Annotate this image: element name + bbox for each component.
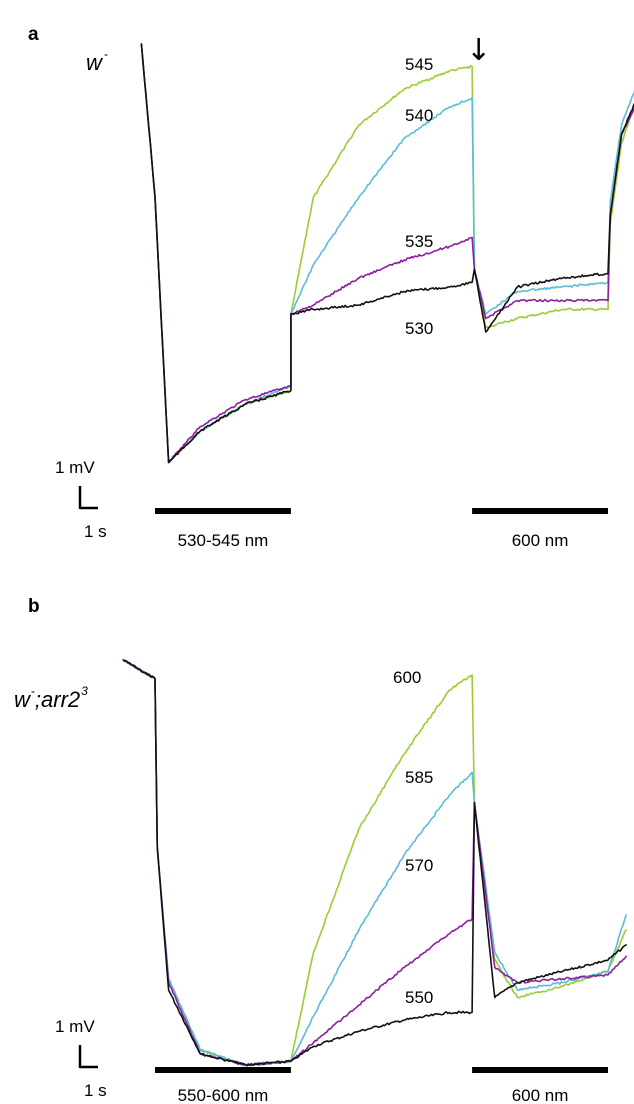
- series-label-530: 530: [405, 319, 433, 338]
- panel-b: b w-;arr23 600 585 570 550 550-600 nm 600 nm…: [14, 596, 627, 1104]
- panel-a-scale-voltage: 1 mV: [55, 458, 95, 477]
- trace-530: [140, 43, 634, 464]
- panel-a-letter: a: [28, 24, 39, 45]
- stimulus-label: 530-545 nm: [178, 531, 269, 550]
- panel-a-stimulus-bars: 530-545 nm 600 nm: [155, 508, 608, 550]
- stimulus-bar: [472, 508, 608, 514]
- trace-600: [122, 659, 627, 1067]
- trace-535: [140, 43, 634, 464]
- panel-a-genotype: w-: [86, 47, 108, 75]
- panel-b-scale-voltage: 1 mV: [55, 1017, 95, 1036]
- panel-b-stimulus-bars: 550-600 nm 600 nm: [155, 1067, 608, 1104]
- series-label-545: 545: [405, 55, 433, 74]
- panel-a-scale-time: 1 s: [84, 522, 107, 541]
- panel-a-traces: [140, 43, 634, 464]
- panel-b-scale-time: 1 s: [84, 1081, 107, 1100]
- trace-550: [122, 659, 627, 1067]
- panel-b-scale-bar: 1 mV 1 s: [55, 1017, 107, 1100]
- series-label-535: 535: [405, 232, 433, 251]
- panel-a-scale-bar: 1 mV 1 s: [55, 458, 107, 541]
- panel-b-series-labels: 600 585 570 550: [393, 668, 433, 1007]
- stimulus-bar: [472, 1067, 608, 1073]
- series-label-540: 540: [405, 106, 433, 125]
- trace-570: [122, 659, 627, 1067]
- panel-b-traces: [122, 659, 627, 1067]
- stimulus-label: 550-600 nm: [178, 1086, 269, 1104]
- trace-540: [140, 43, 634, 464]
- panel-b-genotype: w-;arr23: [14, 684, 88, 712]
- stimulus-label: 600 nm: [512, 531, 569, 550]
- panel-a: a w- 545 540 535 530 ↓ 530-545 nm 600 nm 1 m…: [28, 24, 634, 550]
- stimulus-arrow-icon: ↓: [466, 33, 491, 68]
- series-label-585: 585: [405, 768, 433, 787]
- stimulus-bar: [155, 1067, 291, 1073]
- panel-b-letter: b: [28, 596, 40, 617]
- panel-a-series-labels: 545 540 535 530: [405, 55, 433, 338]
- series-label-550: 550: [405, 988, 433, 1007]
- stimulus-label: 600 nm: [512, 1086, 569, 1104]
- trace-585: [122, 659, 627, 1067]
- trace-545: [140, 43, 634, 464]
- series-label-600: 600: [393, 668, 421, 687]
- series-label-570: 570: [405, 856, 433, 875]
- stimulus-bar: [155, 508, 291, 514]
